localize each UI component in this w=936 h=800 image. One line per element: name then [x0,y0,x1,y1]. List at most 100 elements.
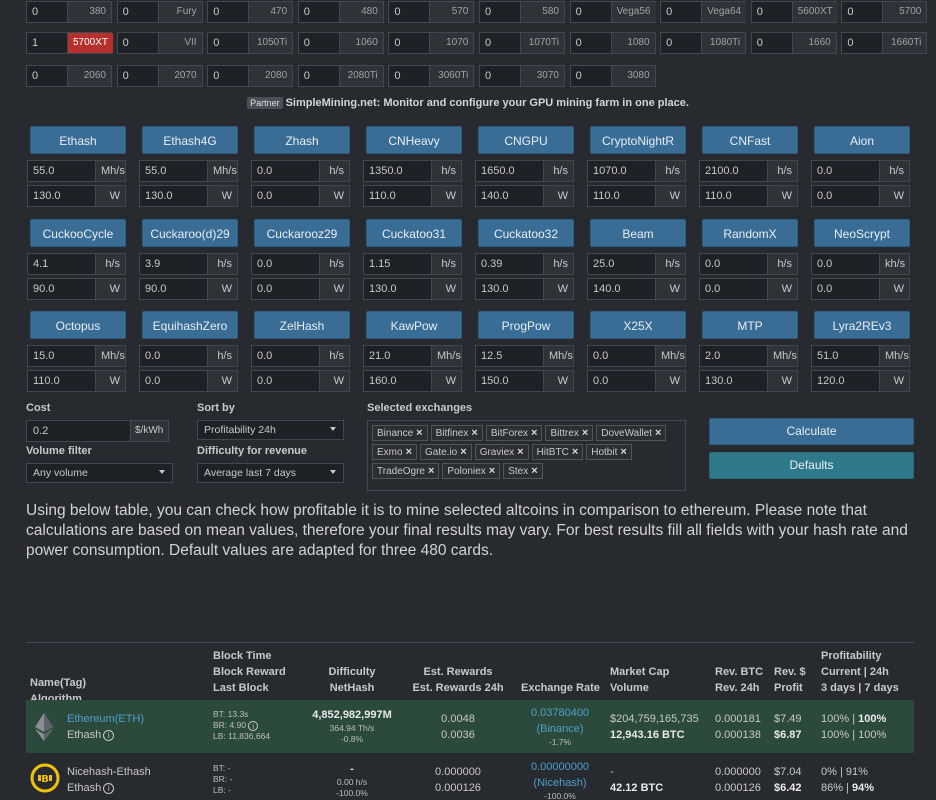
gpu-count-input[interactable]: 0 1080 [569,32,656,54]
exchange-chip[interactable]: Graviex × [474,444,529,460]
remove-icon[interactable]: × [416,427,423,439]
power-value[interactable]: 110.0 [593,190,620,202]
gpu-count-input[interactable]: 0 Vega64 [660,1,747,23]
power-input[interactable]: 110.0 W [363,185,462,207]
power-input[interactable]: 130.0 W [27,185,126,207]
hashrate-value[interactable]: 0.0 [817,165,833,177]
exchange-name[interactable]: (Binance) [536,723,584,735]
gpu-qty[interactable]: 0 [32,6,39,18]
remove-icon[interactable]: × [471,427,478,439]
algo-toggle-button[interactable]: EquihashZero [142,311,238,339]
sort-select[interactable]: Profitability 24h [197,420,344,440]
hashrate-value[interactable]: 0.39 [481,258,503,270]
algo-toggle-button[interactable]: ProgPow [478,311,574,339]
gpu-count-input[interactable]: 0 Vega56 [569,1,656,23]
hashrate-value[interactable]: 1070.0 [593,165,627,177]
defaults-button[interactable]: Defaults [709,452,914,479]
power-input[interactable]: 90.0 W [139,278,238,300]
gpu-count-input[interactable]: 0 1070 [388,32,475,54]
hashrate-value[interactable]: 25.0 [593,258,615,270]
exchange-chip[interactable]: TradeOgre × [372,463,440,479]
power-value[interactable]: 130.0 [705,375,733,387]
algo-toggle-button[interactable]: Ethash4G [142,126,238,154]
remove-icon[interactable]: × [581,427,589,439]
hashrate-value[interactable]: 0.0 [257,165,273,177]
power-value[interactable]: 90.0 [145,283,167,295]
hashrate-input[interactable]: 0.0 Mh/s [587,345,686,367]
exchange-name[interactable]: (Nicehash) [533,777,587,789]
gpu-count-input[interactable]: 0 2060 [26,65,112,87]
calculate-button[interactable]: Calculate [709,418,914,445]
gpu-qty[interactable]: 0 [213,6,220,18]
gpu-count-input[interactable]: 0 380 [26,1,112,23]
hashrate-value[interactable]: 4.1 [33,258,49,270]
power-input[interactable]: 0.0 W [139,370,238,392]
hashrate-input[interactable]: 12.5 Mh/s [475,345,574,367]
hashrate-value[interactable]: 1350.0 [369,165,403,177]
remove-icon[interactable]: × [571,446,579,458]
power-value[interactable]: 110.0 [705,190,732,202]
hashrate-input[interactable]: 0.0 h/s [811,160,910,182]
power-value[interactable]: 110.0 [369,190,396,202]
gpu-qty[interactable]: 0 [575,6,582,18]
gpu-count-input[interactable]: 0 1050Ti [207,32,294,54]
power-input[interactable]: 150.0 W [475,370,574,392]
hashrate-value[interactable]: 0.0 [257,350,273,362]
gpu-qty[interactable]: 0 [303,6,310,18]
exchange-chip[interactable]: Gate.io × [420,444,472,460]
hashrate-input[interactable]: 25.0 h/s [587,253,686,275]
gpu-qty[interactable]: 0 [303,70,310,82]
power-value[interactable]: 0.0 [817,190,833,202]
exchange-chip[interactable]: Bittrex × [545,425,594,441]
algo-toggle-button[interactable]: X25X [590,311,686,339]
algo-toggle-button[interactable]: CuckooCycle [30,219,126,247]
hashrate-input[interactable]: 55.0 Mh/s [139,160,238,182]
gpu-count-input[interactable]: 0 1660 [750,32,837,54]
power-value[interactable]: 0.0 [593,375,609,387]
info-icon[interactable]: i [248,720,259,731]
hashrate-value[interactable]: 0.0 [257,258,273,270]
exchange-chip[interactable]: Exmo × [372,444,417,460]
hashrate-value[interactable]: 21.0 [369,350,391,362]
power-input[interactable]: 160.0 W [363,370,462,392]
algo-toggle-button[interactable]: Cuckarooz29 [254,219,350,247]
algo-toggle-button[interactable]: ZelHash [254,311,350,339]
algo-toggle-button[interactable]: Octopus [30,311,126,339]
algo-toggle-button[interactable]: Cuckatoo32 [478,219,574,247]
gpu-qty[interactable]: 0 [847,6,854,18]
power-input[interactable]: 0.0 W [251,278,350,300]
hashrate-value[interactable]: 15.0 [33,350,55,362]
hashrate-input[interactable]: 1350.0 h/s [363,160,462,182]
algo-toggle-button[interactable]: CNHeavy [366,126,462,154]
hashrate-value[interactable]: 51.0 [817,350,839,362]
power-value[interactable]: 0.0 [257,190,273,202]
hashrate-value[interactable]: 1.15 [369,258,391,270]
exchange-rate[interactable]: 0.00000000 [530,761,590,773]
gpu-count-input[interactable]: 0 1060 [297,32,384,54]
algo-toggle-button[interactable]: MTP [702,311,798,339]
gpu-count-input[interactable]: 0 3070 [478,65,565,87]
exchange-chip[interactable]: Stex × [503,463,543,479]
hashrate-value[interactable]: 3.9 [145,258,161,270]
volume-select[interactable]: Any volume [26,463,173,483]
gpu-qty[interactable]: 0 [394,6,401,18]
difficulty-select[interactable]: Average last 7 days [197,463,344,483]
power-input[interactable]: 130.0 W [139,185,238,207]
exchange-chip[interactable]: Bitfinex × [430,425,483,441]
gpu-qty[interactable]: 0 [847,37,854,49]
power-input[interactable]: 0.0 W [811,185,910,207]
gpu-qty[interactable]: 0 [394,70,401,82]
gpu-qty[interactable]: 0 [303,37,310,49]
gpu-count-input[interactable]: 0 580 [478,1,565,23]
hashrate-input[interactable]: 21.0 Mh/s [363,345,462,367]
hashrate-input[interactable]: 0.0 h/s [139,345,238,367]
hashrate-input[interactable]: 4.1 h/s [27,253,126,275]
table-row[interactable]: Ethereum(ETH) Ethash i BT: 13.3s BR: 4.90… [26,700,914,753]
algo-toggle-button[interactable]: Lyra2REv3 [814,311,910,339]
gpu-qty[interactable]: 0 [394,37,401,49]
info-icon[interactable]: i [103,729,115,741]
hashrate-input[interactable]: 2100.0 h/s [699,160,798,182]
gpu-count-input[interactable]: 0 1080Ti [660,32,747,54]
coin-link[interactable]: Ethereum(ETH) [67,713,145,725]
remove-icon[interactable]: × [517,446,524,458]
